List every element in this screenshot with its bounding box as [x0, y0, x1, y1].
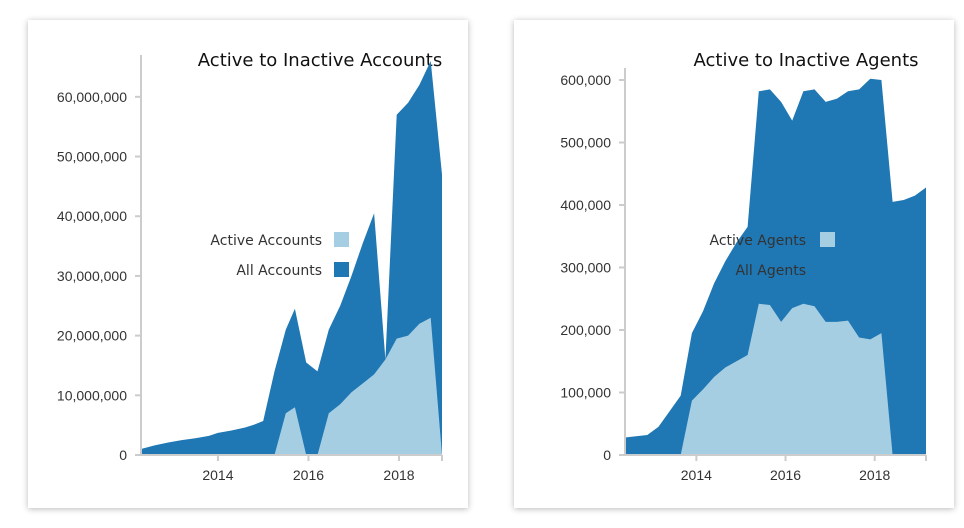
- agents-area-chart: Active to Inactive Agents 0 100,000 200,000…: [560, 50, 927, 483]
- accounts-y-tick-label: 50,000,000: [57, 149, 127, 165]
- accounts-area-active: [141, 317, 442, 455]
- accounts-chart-card: Active to Inactive Accounts 0 10,000,000 20…: [28, 20, 468, 508]
- agents-x-tick-label: 2016: [770, 467, 801, 483]
- accounts-x-tick-label: 2014: [202, 467, 233, 483]
- accounts-legend-label-all: All Accounts: [236, 263, 322, 279]
- agents-chart-title: Active to Inactive Agents: [694, 50, 919, 71]
- accounts-y-tick-label: 10,000,000: [57, 387, 127, 403]
- accounts-y-tick-label: 60,000,000: [57, 89, 127, 105]
- accounts-legend-label-active: Active Accounts: [210, 233, 322, 249]
- agents-legend-label-all: All Agents: [735, 263, 806, 279]
- agents-area-active: [625, 303, 926, 455]
- agents-y-tick-label: 300,000: [560, 260, 611, 276]
- accounts-x-tick-label: 2018: [383, 467, 414, 483]
- accounts-chart-title: Active to Inactive Accounts: [198, 50, 442, 71]
- accounts-y-tick-label: 0: [119, 447, 127, 463]
- accounts-legend-swatch-all: [334, 262, 349, 277]
- accounts-legend-swatch-active: [334, 232, 349, 247]
- agents-y-tick-label: 600,000: [560, 72, 611, 88]
- accounts-y-tick-label: 20,000,000: [57, 328, 127, 344]
- agents-chart-card: Active to Inactive Agents 0 100,000 200,000…: [514, 20, 954, 508]
- agents-y-tick-label: 100,000: [560, 385, 611, 401]
- agents-x-tick-label: 2014: [681, 467, 712, 483]
- accounts-area-chart: Active to Inactive Accounts 0 10,000,000 20…: [57, 50, 443, 483]
- agents-y-tick-label: 500,000: [560, 135, 611, 151]
- agents-x-tick-label: 2018: [859, 467, 890, 483]
- accounts-x-tick-label: 2016: [293, 467, 324, 483]
- agents-y-tick-label: 0: [603, 447, 611, 463]
- agents-y-tick-label: 400,000: [560, 197, 611, 213]
- accounts-area-all: [141, 61, 442, 455]
- agents-y-tick-label: 200,000: [560, 322, 611, 338]
- accounts-y-tick-label: 30,000,000: [57, 268, 127, 284]
- agents-legend-label-active: Active Agents: [710, 233, 807, 249]
- accounts-y-tick-label: 40,000,000: [57, 208, 127, 224]
- agents-legend-swatch-active: [820, 232, 835, 247]
